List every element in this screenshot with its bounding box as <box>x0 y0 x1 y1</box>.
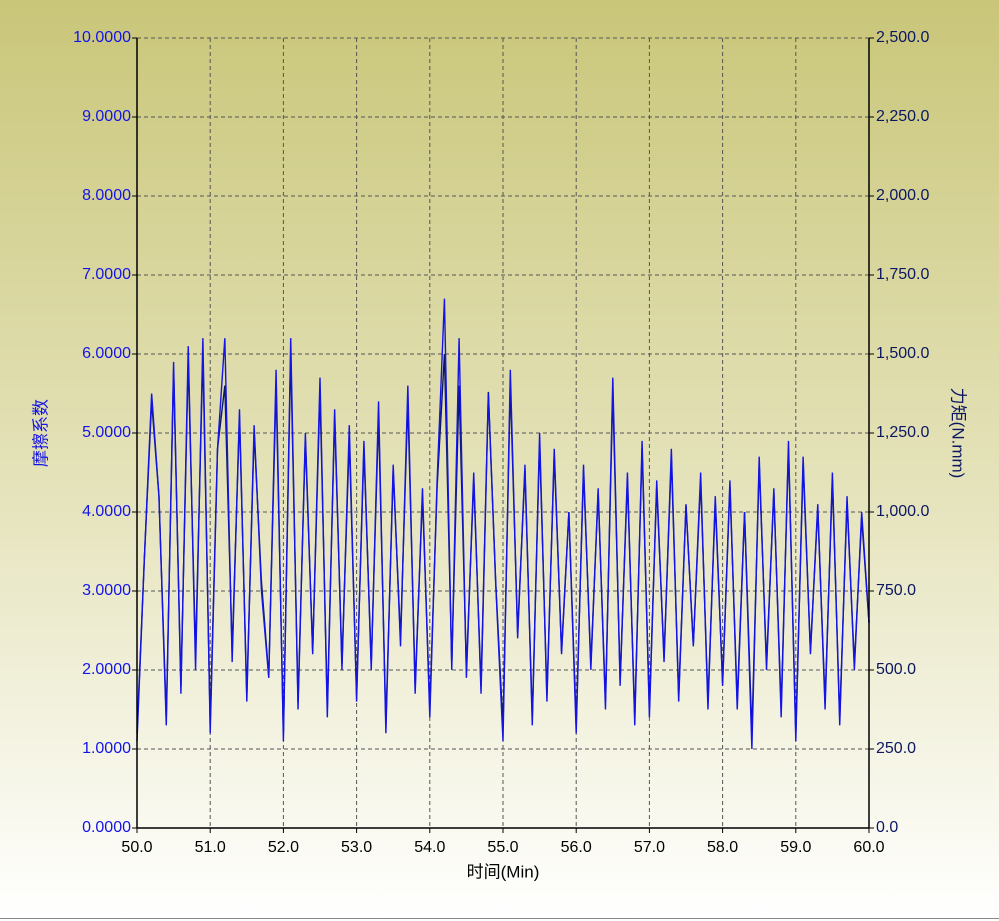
x-tick-label: 57.0 <box>634 839 665 856</box>
y2-tick-label: 1,750.0 <box>876 266 929 283</box>
x-tick-label: 59.0 <box>780 839 811 856</box>
y2-tick-label: 1,500.0 <box>876 345 929 362</box>
y-tick-label: 9.0000 <box>82 108 131 125</box>
y-tick-label: 2.0000 <box>82 661 131 678</box>
y2-tick-label: 2,500.0 <box>876 29 929 46</box>
y2-tick-label: 750.0 <box>876 582 916 599</box>
y2-tick-label: 500.0 <box>876 661 916 678</box>
y-tick-label: 4.0000 <box>82 503 131 520</box>
y-tick-label: 0.0000 <box>82 819 131 836</box>
x-tick-label: 60.0 <box>853 839 884 856</box>
y2-tick-label: 2,250.0 <box>876 108 929 125</box>
y-tick-label: 3.0000 <box>82 582 131 599</box>
y-tick-label: 8.0000 <box>82 187 131 204</box>
x-tick-label: 50.0 <box>121 839 152 856</box>
x-tick-label: 55.0 <box>487 839 518 856</box>
x-tick-label: 56.0 <box>561 839 592 856</box>
y2-tick-label: 1,250.0 <box>876 424 929 441</box>
y2-axis-title: 力矩(N.mm) <box>949 388 968 479</box>
x-tick-label: 53.0 <box>341 839 372 856</box>
y-tick-label: 10.0000 <box>73 29 131 46</box>
y-axis-title: 摩擦系数 <box>31 399 50 467</box>
y-tick-label: 1.0000 <box>82 740 131 757</box>
y-tick-label: 5.0000 <box>82 424 131 441</box>
y-tick-label: 7.0000 <box>82 266 131 283</box>
x-axis-title: 时间(Min) <box>467 862 540 881</box>
y-tick-label: 6.0000 <box>82 345 131 362</box>
data-line <box>136 298 870 750</box>
y2-tick-label: 2,000.0 <box>876 187 929 204</box>
y2-tick-label: 250.0 <box>876 740 916 757</box>
y2-tick-label: 1,000.0 <box>876 503 929 520</box>
x-tick-label: 58.0 <box>707 839 738 856</box>
x-tick-label: 51.0 <box>195 839 226 856</box>
y2-tick-label: 0.0 <box>876 819 898 836</box>
x-tick-label: 52.0 <box>268 839 299 856</box>
x-tick-label: 54.0 <box>414 839 445 856</box>
